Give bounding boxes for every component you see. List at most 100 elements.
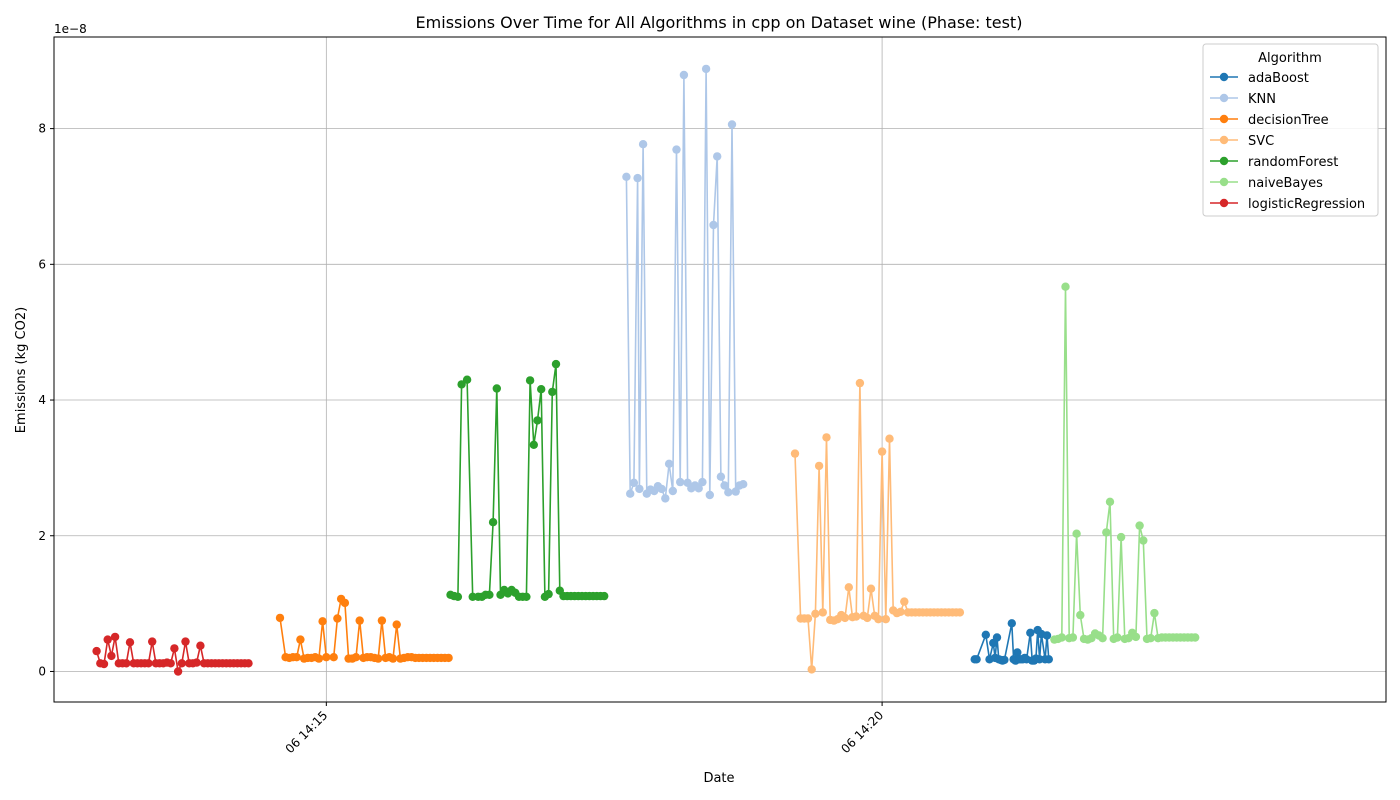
legend-item-adaBoost: adaBoost [1210,71,1309,86]
data-point-logisticRegression [244,659,253,668]
data-point-SVC [863,613,872,623]
data-point-logisticRegression [166,659,175,668]
data-point-SVC [818,608,827,617]
x-axis-label: Date [703,771,734,786]
legend-label: SVC [1248,134,1274,149]
data-point-naiveBayes [1105,497,1115,506]
data-point-KNN [635,484,644,494]
legend-label: logisticRegression [1248,197,1365,212]
data-point-decisionTree [355,616,364,625]
data-point-naiveBayes [1131,632,1141,642]
data-point-randomForest [485,590,494,599]
legend-item-SVC: SVC [1210,134,1274,149]
data-point-KNN [661,494,670,503]
series-SVC [790,378,965,674]
y-tick-label: 4 [38,393,46,407]
data-point-SVC [790,449,800,458]
legend-swatch-marker [1219,93,1229,103]
data-point-naiveBayes [1150,608,1159,618]
data-point-decisionTree [292,653,301,662]
data-point-logisticRegression [110,632,120,642]
data-point-decisionTree [377,616,387,625]
data-point-decisionTree [444,653,453,663]
legend-swatch-marker [1219,156,1229,166]
data-point-randomForest [457,380,466,389]
data-point-logisticRegression [99,659,109,669]
data-point-KNN [694,484,703,493]
data-point-naiveBayes [1102,528,1111,537]
data-point-decisionTree [296,635,305,644]
legend-swatch-marker [1219,114,1229,124]
data-point-randomForest [462,375,472,384]
legend-swatch-marker [1219,135,1229,145]
data-point-SVC [955,608,965,617]
data-point-decisionTree [351,653,361,662]
data-point-KNN [705,490,714,500]
data-point-SVC [840,613,850,623]
data-point-naiveBayes [1116,532,1126,542]
legend-label: decisionTree [1248,113,1329,128]
data-point-KNN [701,64,711,74]
legend-item-KNN: KNN [1210,92,1276,107]
y-axis-label: Emissions (kg CO2) [14,307,29,433]
data-point-decisionTree [314,654,324,663]
data-point-decisionTree [340,598,350,608]
data-point-decisionTree [322,653,331,662]
series-naiveBayes [1050,282,1200,644]
data-point-KNN [629,478,639,487]
data-point-logisticRegression [173,667,183,676]
legend-label: adaBoost [1248,71,1309,86]
data-point-naiveBayes [1057,633,1067,642]
x-tick-label: 06 14:15 [283,708,331,756]
y-tick-label: 0 [38,664,46,678]
legend-swatch-marker [1219,72,1229,82]
data-point-naiveBayes [1076,610,1085,620]
series-line-randomForest [450,363,605,599]
data-point-randomForest [551,359,561,369]
data-point-logisticRegression [122,659,131,668]
data-point-SVC [881,615,890,624]
data-point-adaBoost [972,655,981,664]
data-point-SVC [822,433,831,442]
series-lines [92,64,1200,676]
data-point-decisionTree [392,620,401,629]
legend-item-decisionTree: decisionTree [1210,113,1329,128]
data-point-KNN [676,477,685,487]
data-point-adaBoost [1000,655,1009,665]
legend-swatch-marker [1219,198,1229,208]
data-point-adaBoost [1042,631,1052,640]
data-point-KNN [668,486,677,496]
data-point-KNN [724,488,733,497]
data-point-SVC [877,447,887,456]
data-point-logisticRegression [92,646,101,656]
data-point-naiveBayes [1191,633,1200,642]
data-point-SVC [803,614,813,623]
data-point-adaBoost [981,630,990,639]
data-point-decisionTree [388,654,398,663]
data-point-KNN [727,120,737,129]
legend-label: naiveBayes [1248,176,1323,191]
series-randomForest [446,359,609,601]
data-point-randomForest [525,376,535,385]
series-line-SVC [794,383,960,670]
data-point-SVC [874,615,883,624]
x-tick-label: 06 14:20 [838,708,886,756]
data-point-naiveBayes [1146,634,1155,643]
data-point-naiveBayes [1098,634,1107,643]
data-point-KNN [626,489,635,498]
series-line-decisionTree [279,597,449,660]
y-offset-label: 1e−8 [54,22,87,36]
data-point-randomForest [600,591,609,601]
data-point-naiveBayes [1113,633,1122,642]
legend-swatch-marker [1219,177,1229,187]
legend-label: randomForest [1248,155,1338,170]
data-point-adaBoost [1013,648,1022,657]
legend-item-naiveBayes: naiveBayes [1210,176,1323,191]
data-point-SVC [866,584,876,593]
series-adaBoost [970,619,1054,665]
data-point-SVC [852,612,861,621]
legend: Algorithm adaBoost KNN decisionTree SVC rand… [1202,43,1379,217]
data-point-KNN [657,484,666,494]
data-point-decisionTree [318,617,327,626]
